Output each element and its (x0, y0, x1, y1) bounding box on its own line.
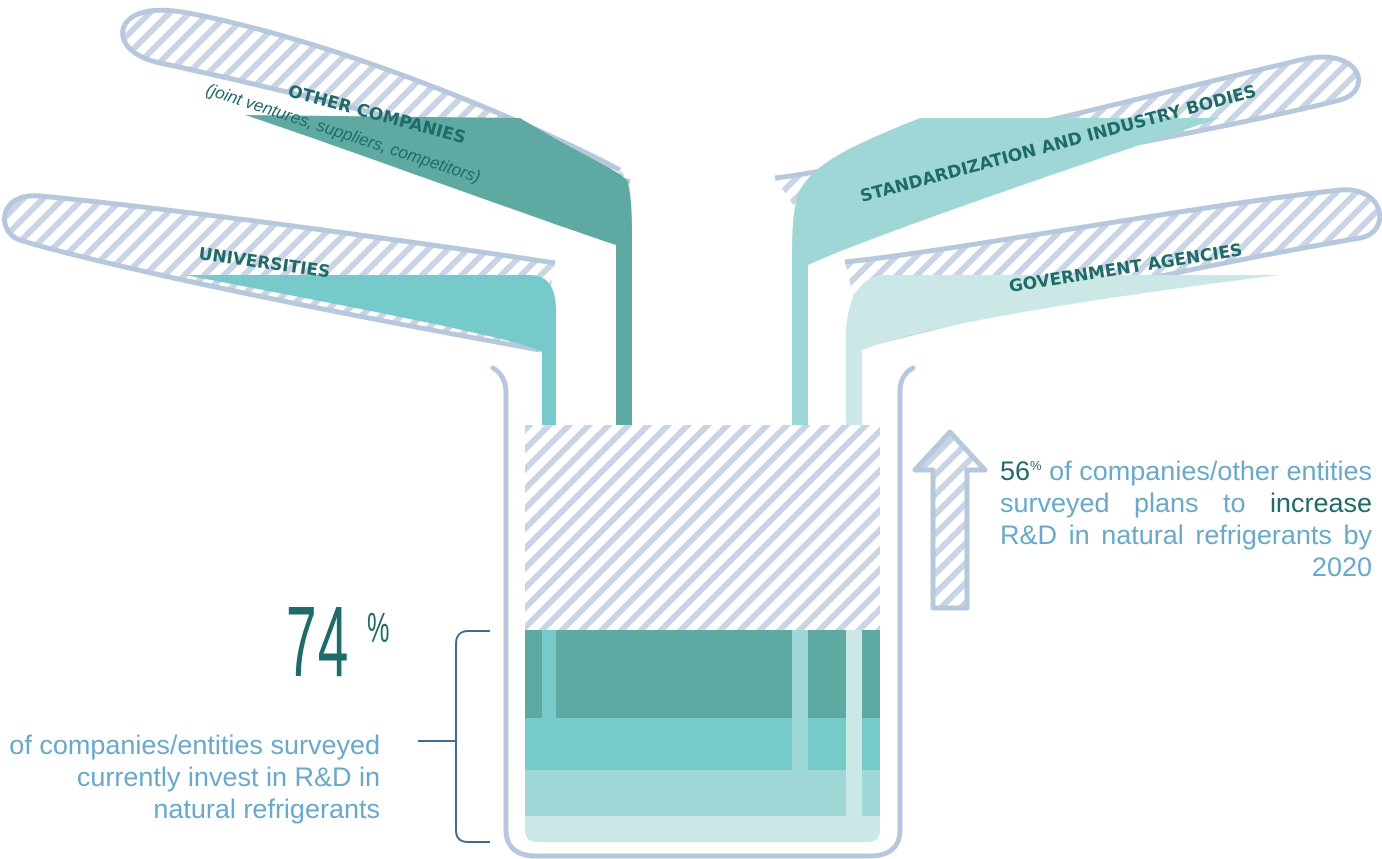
left-stat-value: 74 (286, 586, 350, 698)
tube-government (844, 187, 1382, 816)
liquid-standardization (792, 118, 1220, 770)
bracket (418, 630, 490, 843)
tube-universities (2, 193, 556, 718)
beaker-layer-government (525, 816, 880, 842)
left-stat-unit: % (367, 604, 390, 651)
right-stat-highlight: increase (1269, 488, 1372, 518)
left-stat-text: of companies/entities surveyed currently… (9, 730, 380, 824)
tube-other-companies (120, 7, 632, 632)
liquid-universities (185, 275, 556, 718)
beaker-target-level (525, 425, 880, 630)
beaker-layer-universities (525, 718, 880, 770)
liquid-other-companies (245, 115, 632, 632)
right-stat: 56% of companies/other entities surveyed… (1000, 450, 1372, 583)
beaker-layer-standardization (525, 770, 880, 816)
increase-arrow (912, 429, 988, 611)
beaker (490, 365, 916, 859)
beaker-layer-other-companies (525, 630, 880, 718)
right-stat-unit: % (1030, 458, 1042, 473)
tube-standardization (774, 54, 1361, 770)
right-stat-text-before: of companies/other entities surveyed pla… (1000, 456, 1372, 518)
liquid-government (846, 275, 1280, 816)
right-stat-text-after: R&D in natural refrigerants by 2020 (1000, 520, 1372, 582)
right-stat-value: 56 (1000, 456, 1031, 486)
